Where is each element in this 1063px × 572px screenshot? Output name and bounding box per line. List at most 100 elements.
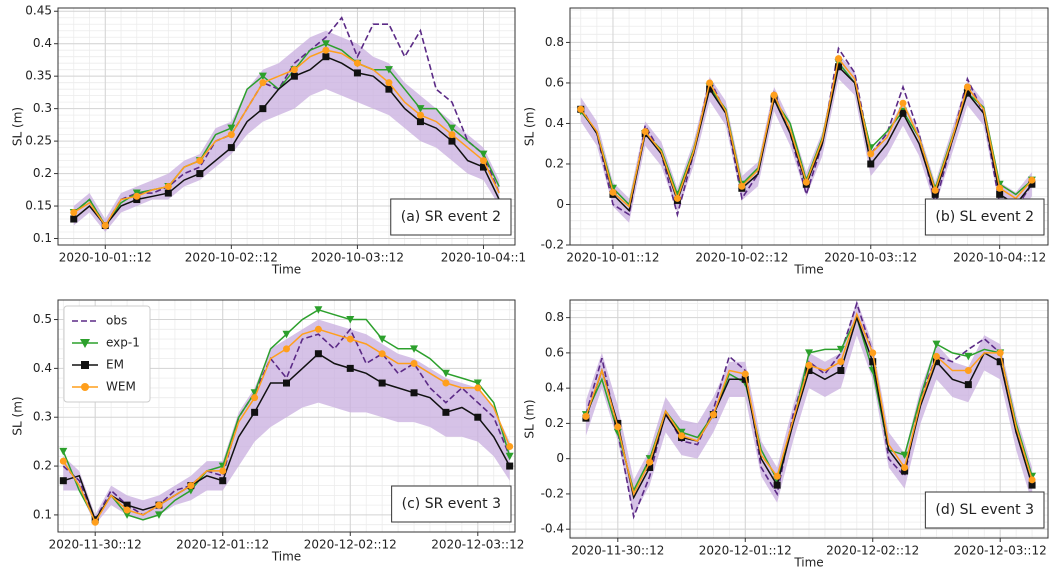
y-tick-label: 0.2 [545,416,564,430]
annotation-box [390,198,512,236]
marker [385,79,393,87]
x-tick-label: 2020-10-04::12 [953,251,1046,265]
legend-marker [81,361,89,369]
y-tick-label: 0.25 [25,134,52,148]
marker [123,501,131,509]
marker [802,178,810,186]
marker [410,345,419,353]
marker [964,381,972,389]
panel: 0.1 0.15 0.2 0.25 0.3 0.35 0.4 0.452020-10-01::… [11,4,527,277]
marker [836,345,845,354]
marker [59,457,67,465]
marker [385,85,393,93]
marker [996,190,1004,198]
marker [709,411,717,419]
marker [805,349,813,357]
y-tick-label: 0.3 [33,410,52,424]
marker [867,160,875,168]
marker [259,105,267,113]
marker [835,55,843,63]
marker [70,209,78,217]
marker [867,150,875,158]
marker [196,170,204,178]
marker [741,370,749,378]
y-tick-label: 0.45 [25,4,52,18]
marker [901,467,909,475]
marker [835,63,843,71]
marker [441,369,450,378]
marker [448,131,456,139]
legend-marker [81,383,89,391]
series-line [73,49,500,227]
marker [410,389,418,397]
marker [314,350,322,358]
marker [133,192,141,200]
marker [837,367,845,375]
marker [506,462,514,470]
x-tick-label: 2020-12-01::12 [699,544,792,558]
marker [290,66,298,74]
x-tick-label: 2020-10-04::1 [441,251,526,265]
marker [346,364,354,372]
marker [219,477,227,485]
marker [964,367,972,375]
marker [646,458,654,466]
y-tick-label: 0.6 [545,75,564,89]
marker [321,40,330,48]
marker [932,340,941,349]
y-tick-label: 0 [556,451,564,465]
x-tick-label: 2020-11-30::12 [49,538,142,552]
marker [227,124,236,133]
marker [963,83,971,91]
marker [673,194,681,202]
ensemble-band [63,319,510,525]
marker [155,501,163,509]
marker [416,105,425,113]
marker [963,89,971,97]
x-tick-label: 2020-12-01::12 [176,538,269,552]
y-tick-label: -0.4 [541,522,564,536]
marker [384,66,393,74]
y-tick-label: 0.1 [33,507,52,521]
legend-label: WEM [106,380,136,394]
marker [577,105,585,113]
y-tick-label: 0.4 [33,36,52,50]
marker [258,72,267,81]
marker [283,379,290,387]
marker [505,452,514,461]
y-tick-label: -0.2 [541,486,564,500]
plot-area [59,306,514,526]
marker [1028,180,1036,188]
x-tick-label: 2020-10-02::12 [185,251,278,265]
y-tick-label: 0.2 [545,156,564,170]
marker [1028,476,1036,484]
marker [900,451,909,460]
marker [932,358,940,366]
y-axis-label: SL (m) [11,107,25,146]
marker [448,137,456,145]
x-tick-label: 2020-12-03::12 [431,538,524,552]
legend-marker [80,339,90,348]
series-line [62,327,511,522]
annotation-box [924,198,1045,236]
marker [251,408,259,416]
marker [706,85,714,93]
y-tick-label: 0.5 [33,312,52,326]
marker [164,189,172,197]
marker [1028,176,1036,184]
ensemble-band [580,54,1032,223]
marker [154,511,163,519]
marker [442,408,450,416]
marker [646,463,654,471]
marker [219,467,227,475]
marker [899,109,907,117]
annotation: (d) SL event 3 [935,502,1034,518]
marker [706,79,714,87]
marker [442,379,450,387]
y-tick-label: 0.4 [545,116,564,130]
marker [322,53,330,61]
marker [479,157,487,165]
x-tick-label: 2020-12-03::12 [954,544,1047,558]
